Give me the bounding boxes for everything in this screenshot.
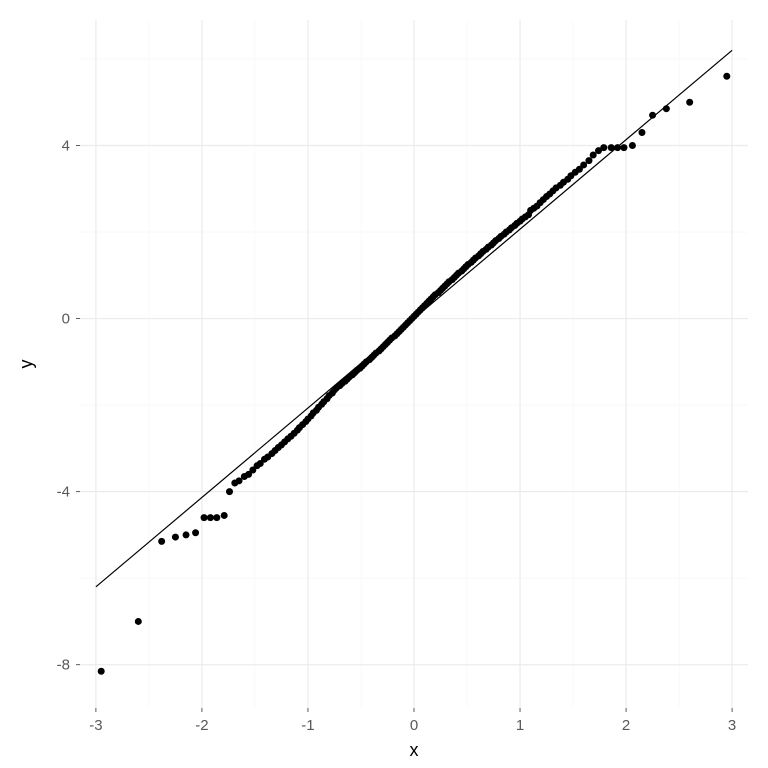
data-point: [201, 514, 208, 521]
data-point: [585, 157, 592, 164]
data-point: [158, 538, 165, 545]
y-tick-label: 0: [62, 311, 70, 328]
x-tick-label: 0: [410, 717, 418, 734]
y-tick-label: 4: [62, 137, 70, 154]
data-point: [207, 514, 214, 521]
data-point: [614, 144, 621, 151]
data-point: [172, 534, 179, 541]
x-axis-title: x: [410, 740, 419, 760]
y-tick-label: -8: [57, 657, 70, 674]
qq-plot: -3 -2 -1 0 1 2 3 -8 -4 0 4 x y: [0, 0, 768, 768]
data-point: [629, 142, 636, 149]
data-point: [183, 531, 190, 538]
data-point: [723, 73, 730, 80]
data-point: [221, 512, 228, 519]
x-tick-label: -1: [301, 717, 314, 734]
data-point: [192, 529, 199, 536]
data-point: [649, 112, 656, 119]
x-tick-label: -2: [195, 717, 208, 734]
data-point: [608, 144, 615, 151]
data-point: [600, 144, 607, 151]
x-tick-label: 3: [728, 717, 736, 734]
data-point: [226, 488, 233, 495]
x-tick-label: 1: [516, 717, 524, 734]
data-point: [620, 144, 627, 151]
data-point: [663, 105, 670, 112]
data-point: [135, 618, 142, 625]
data-point: [686, 99, 693, 106]
data-point: [98, 668, 105, 675]
chart-svg: -3 -2 -1 0 1 2 3 -8 -4 0 4 x y: [0, 0, 768, 768]
data-point: [213, 514, 220, 521]
y-axis-title: y: [16, 360, 36, 369]
data-point: [638, 129, 645, 136]
y-tick-label: -4: [57, 484, 70, 501]
x-tick-label: -3: [89, 717, 102, 734]
x-tick-label: 2: [622, 717, 630, 734]
